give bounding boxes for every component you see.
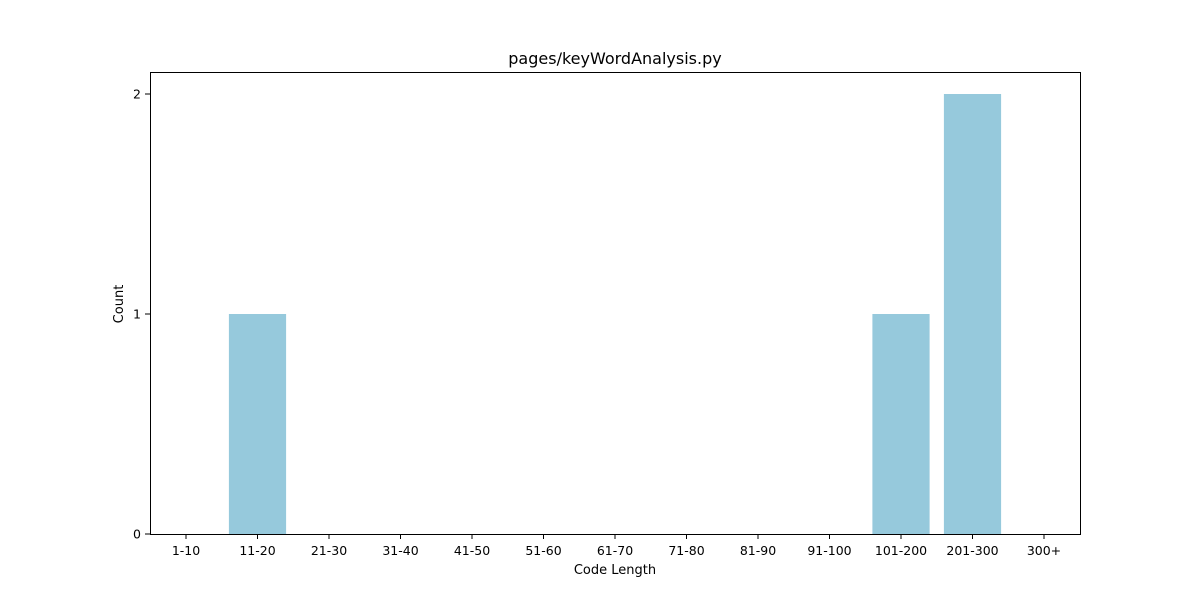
y-axis-label: Count xyxy=(112,285,127,324)
bars-group xyxy=(228,94,1002,534)
chart-title: pages/keyWordAnalysis.py xyxy=(508,49,721,68)
x-axis-label: Code Length xyxy=(574,563,656,578)
y-tick-label: 0 xyxy=(133,527,141,542)
x-tick-label: 81-90 xyxy=(740,543,776,558)
x-tick-label: 51-60 xyxy=(525,543,561,558)
plot-frame xyxy=(150,72,1081,535)
x-tick-label: 31-40 xyxy=(382,543,418,558)
x-tick-label: 91-100 xyxy=(807,543,851,558)
x-tick-label: 300+ xyxy=(1027,543,1061,558)
y-axis: 0 1 2 xyxy=(133,87,150,542)
x-tick-label: 11-20 xyxy=(239,543,275,558)
x-tick-label: 71-80 xyxy=(668,543,704,558)
x-tick-label: 41-50 xyxy=(454,543,490,558)
x-axis: 1-10 11-20 21-30 31-40 41-50 51-60 61-70 71-80 8… xyxy=(172,534,1061,558)
bar-201-300 xyxy=(943,94,1002,534)
x-tick-label: 1-10 xyxy=(172,543,200,558)
bar-101-200 xyxy=(872,314,930,534)
y-tick-label: 1 xyxy=(133,307,141,322)
y-tick-label: 2 xyxy=(133,87,141,102)
x-tick-label: 61-70 xyxy=(597,543,633,558)
x-tick-label: 201-300 xyxy=(946,543,998,558)
bar-11-20 xyxy=(228,314,287,534)
x-tick-label: 21-30 xyxy=(311,543,347,558)
x-tick-label: 101-200 xyxy=(875,543,927,558)
